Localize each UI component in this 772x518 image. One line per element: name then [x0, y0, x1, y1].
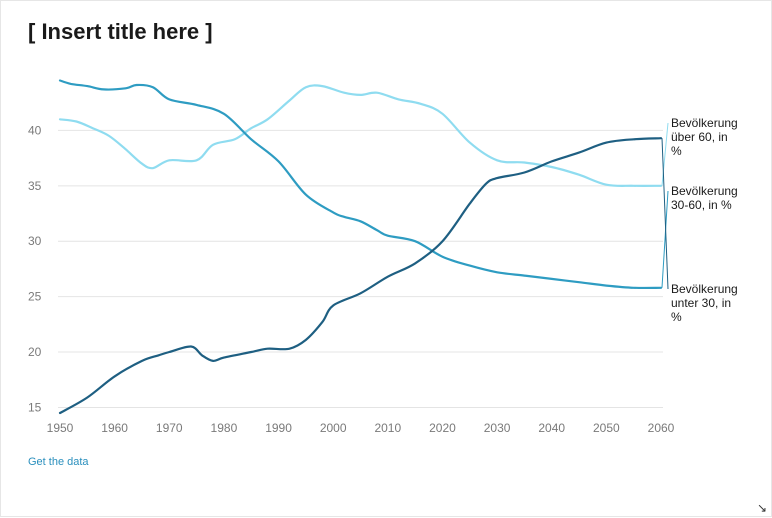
series-label-connector-3: [661, 138, 669, 290]
series-label-2: Bevölkerung 30-60, in %: [671, 184, 738, 212]
series-label-3-line-1: Bevölkerung: [671, 282, 738, 296]
x-tick-label-1990: 1990: [265, 421, 292, 435]
series-line-2: [58, 79, 663, 290]
series-label-1-line-1: Bevölkerung: [671, 116, 738, 130]
get-the-data-link[interactable]: Get the data: [28, 456, 89, 468]
x-tick-label-1960: 1960: [101, 421, 128, 435]
resize-handle-icon[interactable]: ↘: [757, 501, 768, 515]
x-tick-label-2020: 2020: [429, 421, 456, 435]
series-label-3: Bevölkerung unter 30, in%: [671, 282, 738, 324]
y-tick-label-35: 35: [28, 179, 42, 193]
series-line-3: [58, 137, 663, 415]
series-label-3-line-2: unter 30, in: [671, 296, 731, 310]
x-tick-label-2000: 2000: [320, 421, 347, 435]
x-tick-label-1970: 1970: [156, 421, 183, 435]
x-tick-label-2060: 2060: [648, 421, 675, 435]
x-tick-label-2010: 2010: [374, 421, 401, 435]
series-label-3-line-3: %: [671, 310, 682, 324]
series-label-2-line-2: 30-60, in %: [671, 198, 732, 212]
y-tick-label-20: 20: [28, 345, 42, 359]
series-label-1-line-2: über 60, in: [671, 130, 728, 144]
x-tick-label-1950: 1950: [47, 421, 74, 435]
y-tick-label-15: 15: [28, 400, 42, 414]
chart-title: [ Insert title here ]: [28, 19, 213, 44]
series-line-1: [58, 84, 663, 187]
series-label-1-line-3: %: [671, 144, 682, 158]
x-tick-label-2050: 2050: [593, 421, 620, 435]
y-tick-label-40: 40: [28, 123, 42, 137]
y-tick-label-30: 30: [28, 234, 42, 248]
series-label-connector-2: [661, 190, 669, 288]
x-tick-label-1980: 1980: [211, 421, 238, 435]
series-label-1: Bevölkerung über 60, in%: [671, 116, 738, 158]
y-tick-label-25: 25: [28, 290, 42, 304]
series-label-2-line-1: Bevölkerung: [671, 184, 738, 198]
x-tick-label-2030: 2030: [484, 421, 511, 435]
x-tick-label-2040: 2040: [538, 421, 565, 435]
